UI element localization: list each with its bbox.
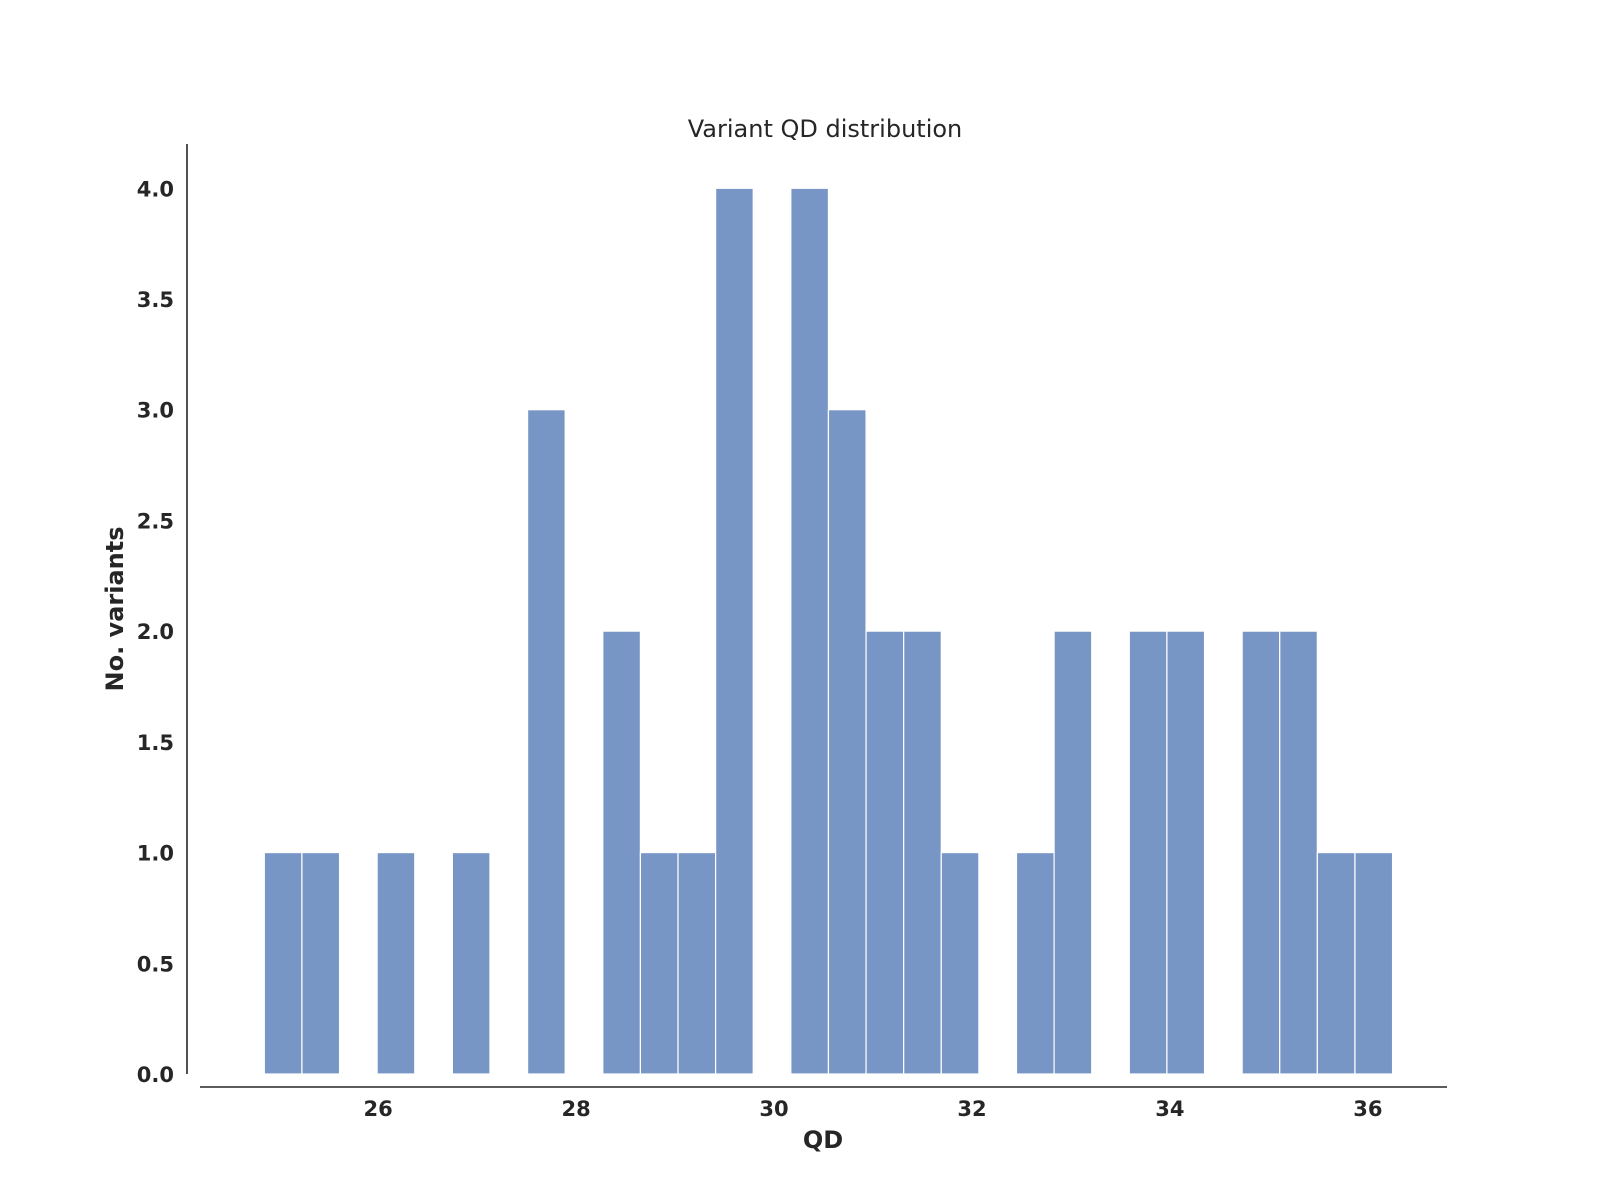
histogram-bar-27 <box>1279 630 1318 1075</box>
histogram-bar-17 <box>903 630 942 1075</box>
histogram-bar-1 <box>301 851 341 1075</box>
histogram-bar-12 <box>715 187 754 1075</box>
x-tick-label: 32 <box>957 1097 986 1121</box>
histogram-bar-5 <box>451 851 491 1075</box>
x-tick-label: 34 <box>1155 1097 1184 1121</box>
histogram-bar-28 <box>1316 851 1356 1075</box>
y-tick-labels: 0.0 0.5 1.0 1.5 2.0 2.5 3.0 3.5 4.0 <box>137 177 174 1087</box>
x-tick-label: 28 <box>561 1097 590 1121</box>
y-tick-label: 2.0 <box>137 620 174 644</box>
y-tick-label: 0.5 <box>137 952 174 976</box>
bars-group <box>263 187 1394 1075</box>
x-tick-labels: 26 28 30 32 34 36 <box>364 1097 1383 1121</box>
histogram-bar-0 <box>263 851 303 1075</box>
chart-title: Variant QD distribution <box>688 115 963 143</box>
histogram-bar-26 <box>1241 630 1281 1075</box>
y-axis-label: No. variants <box>101 527 129 692</box>
histogram-bar-10 <box>639 851 679 1075</box>
y-tick-label: 4.0 <box>137 177 174 201</box>
histogram-bar-11 <box>677 851 717 1075</box>
y-tick-label: 3.5 <box>137 288 174 312</box>
histogram-bar-18 <box>940 851 980 1075</box>
y-tick-label: 1.0 <box>137 842 174 866</box>
x-tick-label: 26 <box>364 1097 393 1121</box>
histogram-bar-21 <box>1053 630 1093 1075</box>
histogram-bar-9 <box>602 630 642 1075</box>
y-tick-label: 0.0 <box>137 1063 174 1087</box>
y-tick-label: 3.0 <box>137 399 174 423</box>
x-tick-label: 36 <box>1353 1097 1382 1121</box>
histogram-bar-14 <box>790 187 830 1075</box>
histogram-bar-20 <box>1015 851 1055 1075</box>
histogram-bar-7 <box>526 409 566 1075</box>
histogram-bar-15 <box>827 409 867 1075</box>
histogram-bar-16 <box>865 630 905 1075</box>
histogram-bar-23 <box>1128 630 1168 1075</box>
histogram-bar-29 <box>1354 851 1394 1075</box>
y-tick-label: 1.5 <box>137 731 174 755</box>
y-tick-label: 2.5 <box>137 509 174 533</box>
x-axis-label: QD <box>803 1126 843 1154</box>
histogram-bar-3 <box>376 851 416 1075</box>
histogram-bar-24 <box>1166 630 1206 1075</box>
x-tick-label: 30 <box>759 1097 788 1121</box>
